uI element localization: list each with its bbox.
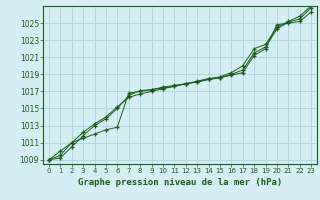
X-axis label: Graphe pression niveau de la mer (hPa): Graphe pression niveau de la mer (hPa)	[78, 178, 282, 187]
